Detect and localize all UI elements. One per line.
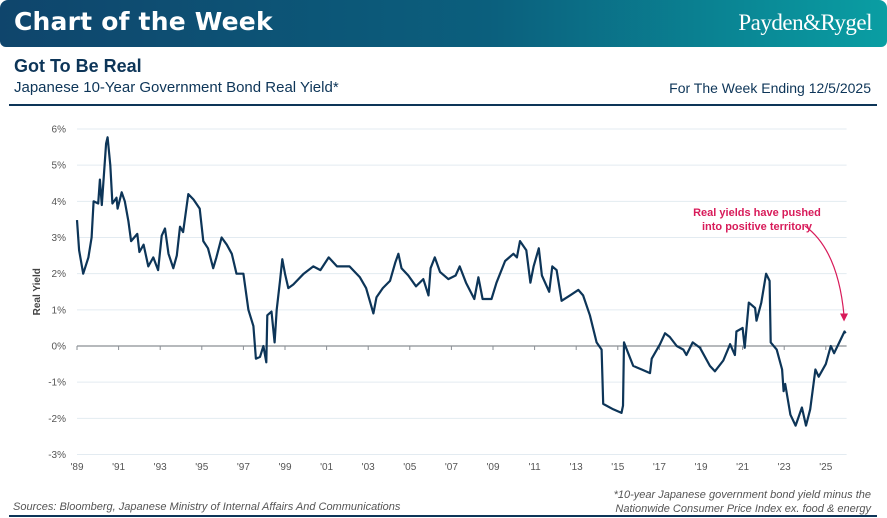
x-tick-label: '13 [570,462,583,473]
chart-title: Got To Be Real [14,56,142,76]
x-tick-label: '11 [528,462,541,473]
y-tick-label: -2% [48,414,66,425]
x-tick-label: '89 [70,462,83,473]
annotation-text-line: into positive territory [702,221,813,233]
annotation-arrow [804,225,845,316]
x-tick-label: '19 [694,462,707,473]
annotation-text-line: Real yields have pushed [693,207,821,219]
y-tick-label: 2% [52,269,67,280]
footnote-line-2: Nationwide Consumer Price Index ex. food… [615,503,871,515]
chart-subtitle: Japanese 10-Year Government Bond Real Yi… [14,79,339,96]
y-tick-label: -1% [48,378,66,389]
y-tick-label: -3% [48,450,66,461]
x-tick-label: '09 [486,462,499,473]
footer-divider [9,515,877,517]
x-tick-label: '21 [736,462,749,473]
x-tick-label: '99 [278,462,291,473]
x-tick-label: '17 [653,462,666,473]
header-divider [9,104,877,106]
x-tick-label: '07 [445,462,458,473]
x-tick-label: '25 [819,462,832,473]
y-tick-label: 6% [52,125,67,136]
x-tick-label: '01 [320,462,333,473]
y-tick-label: 3% [52,233,67,244]
real-yield-series-line [75,136,847,427]
x-tick-label: '95 [195,462,208,473]
line-chart: 6% 5% 4% 3% 2% 1% 0% -1% -2% -3% Real Yield '89 '91 '… [32,125,849,473]
week-label: For The Week Ending 12/5/2025 [669,80,871,96]
sources-text: Sources: Bloomberg, Japanese Ministry of… [13,501,401,513]
banner-title: Chart of the Week [14,7,273,36]
x-tick-label: '23 [778,462,791,473]
y-tick-label: 4% [52,197,67,208]
header-banner: Chart of the Week Payden&Rygel [0,0,887,47]
y-axis-label: Real Yield [32,268,43,315]
x-tick-label: '15 [611,462,624,473]
footnote: *10-year Japanese government bond yield … [614,488,871,516]
y-tick-label: 0% [52,342,67,353]
footnote-line-1: *10-year Japanese government bond yield … [613,489,871,501]
x-tick-label: '93 [154,462,167,473]
x-tick-label: '03 [362,462,375,473]
payden-rygel-logo: Payden&Rygel [738,10,872,35]
x-tick-label: '97 [237,462,250,473]
x-tick-label: '91 [112,462,125,473]
annotation-arrowhead-icon [840,313,849,322]
x-tick-label: '05 [403,462,416,473]
y-tick-label: 5% [52,161,67,172]
y-tick-label: 1% [52,305,67,316]
